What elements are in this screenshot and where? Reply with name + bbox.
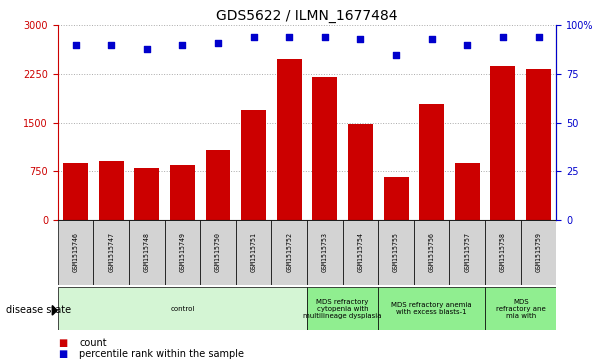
Bar <box>134 168 159 220</box>
Text: MDS refractory
cytopenia with
multilineage dysplasia: MDS refractory cytopenia with multilinea… <box>303 298 382 319</box>
Bar <box>236 220 271 285</box>
Bar <box>378 220 414 285</box>
Point <box>427 36 437 42</box>
Bar <box>485 287 556 330</box>
Point <box>498 34 508 40</box>
Bar <box>98 161 123 220</box>
Point <box>285 34 294 40</box>
Bar <box>94 220 129 285</box>
Bar <box>271 220 307 285</box>
Text: count: count <box>79 338 106 348</box>
Text: GSM1515748: GSM1515748 <box>143 232 150 272</box>
Text: GSM1515749: GSM1515749 <box>179 232 185 272</box>
Text: GSM1515755: GSM1515755 <box>393 232 399 272</box>
Text: GSM1515746: GSM1515746 <box>72 232 78 272</box>
Bar <box>277 59 302 220</box>
Point <box>142 46 151 52</box>
Text: percentile rank within the sample: percentile rank within the sample <box>79 349 244 359</box>
Bar <box>241 110 266 220</box>
Bar <box>455 163 480 220</box>
Text: GSM1515756: GSM1515756 <box>429 232 435 272</box>
Bar <box>307 220 343 285</box>
Bar <box>58 287 307 330</box>
Bar <box>520 220 556 285</box>
Bar <box>63 163 88 220</box>
Bar <box>206 150 230 220</box>
Text: GSM1515758: GSM1515758 <box>500 232 506 272</box>
Bar <box>384 177 409 220</box>
Point <box>320 34 330 40</box>
Bar <box>307 287 378 330</box>
Bar <box>170 165 195 220</box>
Bar <box>378 287 485 330</box>
Text: GSM1515753: GSM1515753 <box>322 232 328 272</box>
Bar <box>449 220 485 285</box>
Text: control: control <box>170 306 195 311</box>
Bar <box>420 105 444 220</box>
Text: ■: ■ <box>58 338 67 348</box>
Point <box>249 34 258 40</box>
Text: GSM1515752: GSM1515752 <box>286 232 292 272</box>
Point <box>106 42 116 48</box>
Point <box>213 40 223 46</box>
Bar <box>414 220 449 285</box>
Text: GSM1515759: GSM1515759 <box>536 232 542 272</box>
Text: GSM1515750: GSM1515750 <box>215 232 221 272</box>
Point <box>356 36 365 42</box>
Text: GSM1515747: GSM1515747 <box>108 232 114 272</box>
Text: GSM1515757: GSM1515757 <box>465 232 471 272</box>
Point <box>534 34 544 40</box>
Text: GSM1515751: GSM1515751 <box>250 232 257 272</box>
Bar <box>491 66 516 220</box>
Bar <box>129 220 165 285</box>
Bar <box>200 220 236 285</box>
Text: GSM1515754: GSM1515754 <box>358 232 364 272</box>
Bar <box>526 69 551 220</box>
Bar <box>343 220 378 285</box>
Title: GDS5622 / ILMN_1677484: GDS5622 / ILMN_1677484 <box>216 9 398 23</box>
Text: MDS refractory anemia
with excess blasts-1: MDS refractory anemia with excess blasts… <box>392 302 472 315</box>
Point <box>463 42 472 48</box>
Point <box>178 42 187 48</box>
Text: ■: ■ <box>58 349 67 359</box>
Text: disease state: disease state <box>6 305 71 315</box>
Point <box>71 42 80 48</box>
Bar <box>348 124 373 220</box>
Point <box>391 52 401 57</box>
Text: MDS
refractory ane
mia with: MDS refractory ane mia with <box>496 298 545 319</box>
Bar <box>165 220 200 285</box>
Bar <box>313 77 337 220</box>
Bar <box>58 220 94 285</box>
Bar <box>485 220 520 285</box>
Polygon shape <box>52 306 57 315</box>
